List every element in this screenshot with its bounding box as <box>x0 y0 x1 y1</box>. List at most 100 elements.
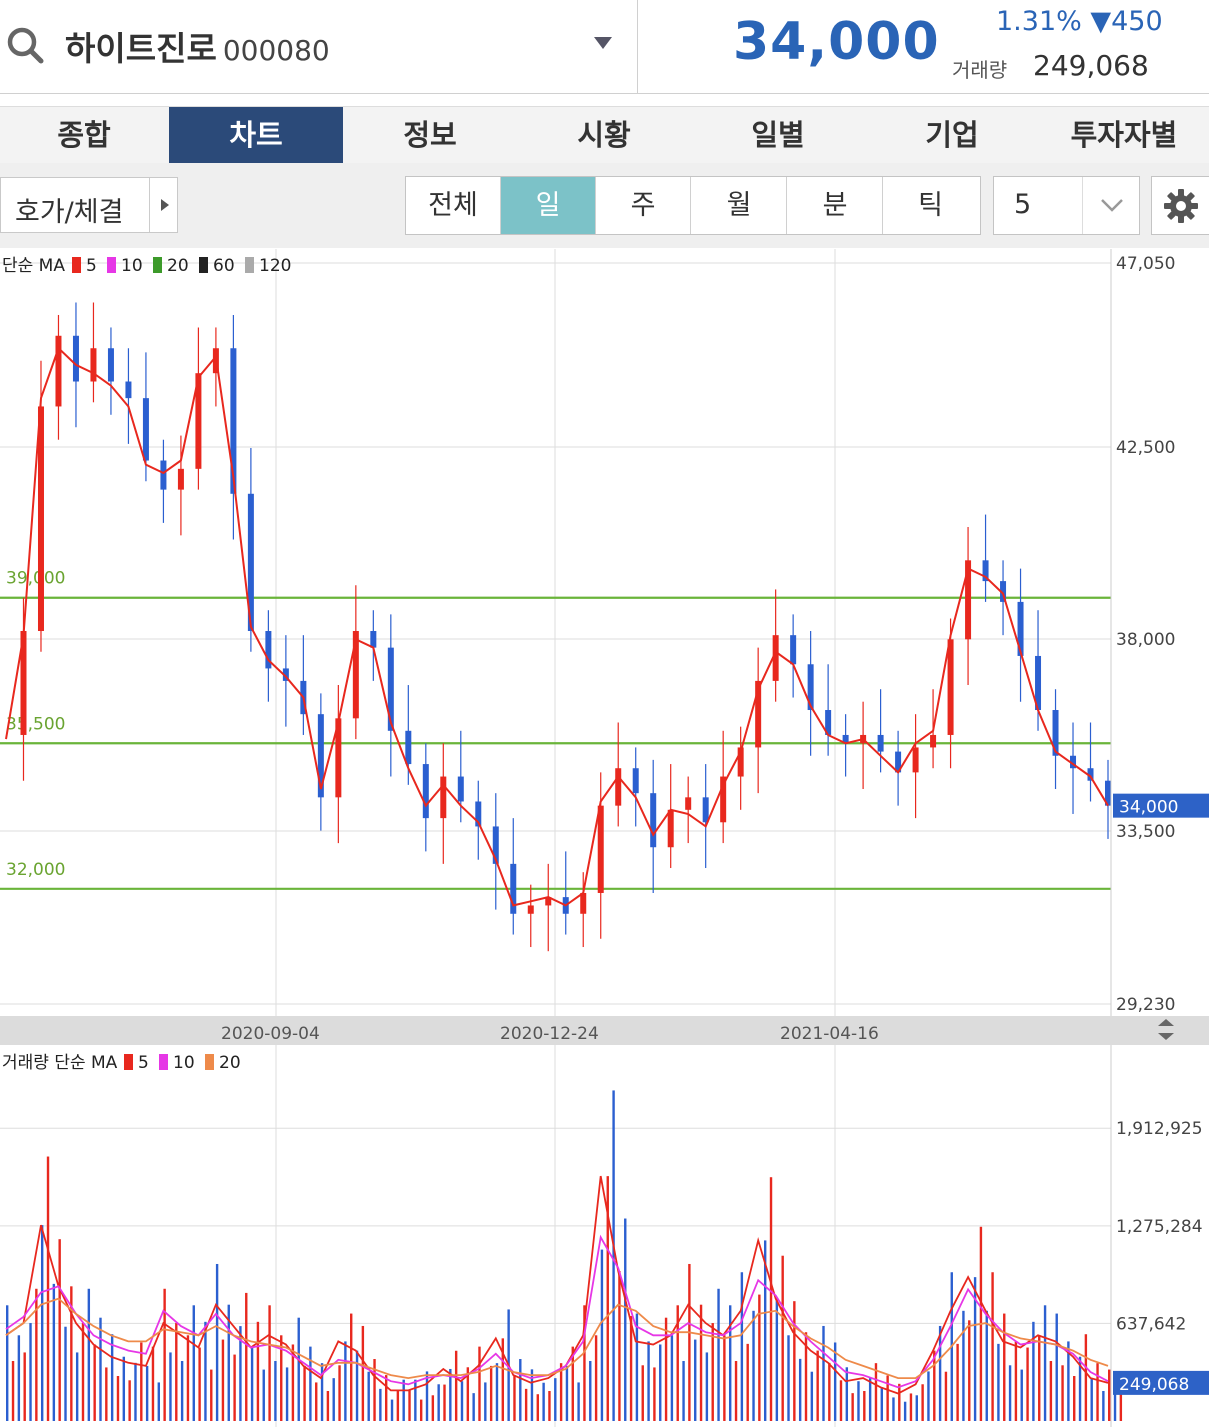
candle <box>895 751 902 773</box>
candle <box>142 398 149 461</box>
legend-swatch <box>245 257 254 273</box>
search-icon[interactable] <box>6 26 46 66</box>
candle <box>440 776 447 819</box>
volume-bar <box>64 1326 67 1421</box>
candle <box>317 714 324 798</box>
volume-bar <box>367 1371 370 1421</box>
volume-bar <box>699 1304 703 1421</box>
candle <box>20 631 27 735</box>
volume-bar <box>478 1346 481 1421</box>
count-select[interactable]: 5 <box>993 176 1140 235</box>
volume-bar <box>676 1305 679 1421</box>
volume-bar <box>332 1378 335 1421</box>
legend-item: 20 <box>167 256 189 276</box>
volume-bar <box>1061 1365 1064 1421</box>
candle <box>825 710 832 735</box>
candle <box>1017 601 1024 656</box>
volume-bar <box>81 1323 85 1421</box>
period-week[interactable]: 주 <box>596 177 691 234</box>
volume-bar <box>1090 1378 1093 1421</box>
candle <box>982 560 989 582</box>
volume-bar <box>105 1367 108 1421</box>
volume-bar <box>256 1321 260 1421</box>
price-change: 1.31% ▼450 <box>996 6 1163 37</box>
hoga-button[interactable]: 호가/체결 <box>0 177 178 233</box>
volume-bar <box>565 1365 569 1421</box>
volume-bar <box>472 1393 475 1421</box>
volume-bar <box>938 1325 942 1421</box>
tab-investor[interactable]: 투자자별 <box>1070 118 1178 152</box>
period-tick[interactable]: 틱 <box>918 190 943 221</box>
candle <box>510 863 517 914</box>
y-tick-label: 29,230 <box>1116 995 1175 1015</box>
volume-bar <box>944 1371 948 1421</box>
volume-bar <box>180 1361 184 1421</box>
tab-chart[interactable]: 차트 <box>169 107 343 163</box>
volume-bar <box>903 1401 907 1421</box>
volume-bar <box>682 1361 685 1421</box>
volume-bar <box>291 1344 295 1421</box>
volume-bar <box>169 1352 172 1421</box>
tab-summary[interactable]: 종합 <box>57 118 111 152</box>
tab-company[interactable]: 기업 <box>925 118 979 152</box>
volume-bar <box>513 1375 516 1421</box>
stock-name: 하이트진로 <box>65 29 217 68</box>
resize-handle-icon[interactable] <box>1158 1019 1174 1040</box>
candle <box>230 348 237 494</box>
legend-swatch <box>199 257 208 273</box>
candle <box>265 631 272 669</box>
volume-ma-line <box>5 1234 1109 1389</box>
y-tick-label: 42,500 <box>1116 438 1175 458</box>
volume-bar <box>769 1177 773 1421</box>
chevron-down-icon[interactable] <box>594 37 612 49</box>
volume-bar <box>991 1272 994 1421</box>
ma-legend-title: 단순 MA <box>2 256 65 276</box>
candle <box>790 635 797 665</box>
volume-label: 거래량 <box>952 58 1008 82</box>
candle <box>37 406 44 632</box>
volume-bar <box>466 1367 470 1421</box>
legend-swatch <box>153 257 162 273</box>
volume-bar <box>460 1381 464 1421</box>
volume-bar <box>326 1391 330 1421</box>
period-month[interactable]: 월 <box>692 177 787 234</box>
period-day[interactable]: 일 <box>501 177 596 234</box>
volume-bar <box>274 1361 277 1421</box>
tab-info[interactable]: 정보 <box>403 118 457 152</box>
chevron-down-icon[interactable] <box>1082 177 1140 234</box>
tab-daily[interactable]: 일별 <box>751 118 805 152</box>
volume-bar <box>542 1382 545 1421</box>
support-line-label: 32,000 <box>6 860 65 880</box>
legend-item: 10 <box>121 256 143 276</box>
volume-bar <box>128 1380 131 1421</box>
volume-bar <box>985 1310 988 1421</box>
volume-bar <box>629 1316 633 1421</box>
period-all[interactable]: 전체 <box>406 177 501 234</box>
candle <box>335 718 342 798</box>
price-volume-chart[interactable]: 39,000 35,500 32,000 47,050 42,500 38,000 33,… <box>0 249 1209 1427</box>
volume-bar <box>11 1361 15 1421</box>
volume-bar <box>577 1382 580 1421</box>
candle <box>107 348 114 382</box>
chevron-right-icon[interactable] <box>149 178 179 232</box>
volume-bar <box>1102 1391 1105 1421</box>
volume-bar <box>519 1359 522 1421</box>
main-tabs: 종합 차트 정보 시황 일별 기업 투자자별 <box>0 106 1209 164</box>
stock-selector[interactable]: 하이트진로 000080 <box>65 22 330 70</box>
settings-button[interactable] <box>1151 176 1209 235</box>
current-volume-badge-label: 249,068 <box>1119 1375 1189 1395</box>
candle <box>405 730 412 765</box>
period-minute[interactable]: 분 <box>788 177 883 234</box>
candle <box>877 734 884 752</box>
volume-bar <box>344 1341 347 1421</box>
volume-bar <box>717 1288 720 1421</box>
candle <box>947 639 954 735</box>
legend-item: 120 <box>259 256 291 276</box>
volume-bar <box>437 1384 440 1421</box>
candle <box>1000 581 1007 602</box>
volume-bar <box>857 1381 860 1421</box>
tab-market[interactable]: 시황 <box>577 118 631 152</box>
volume-bar <box>763 1240 767 1421</box>
candle <box>387 647 394 731</box>
volume-bar <box>23 1352 26 1421</box>
